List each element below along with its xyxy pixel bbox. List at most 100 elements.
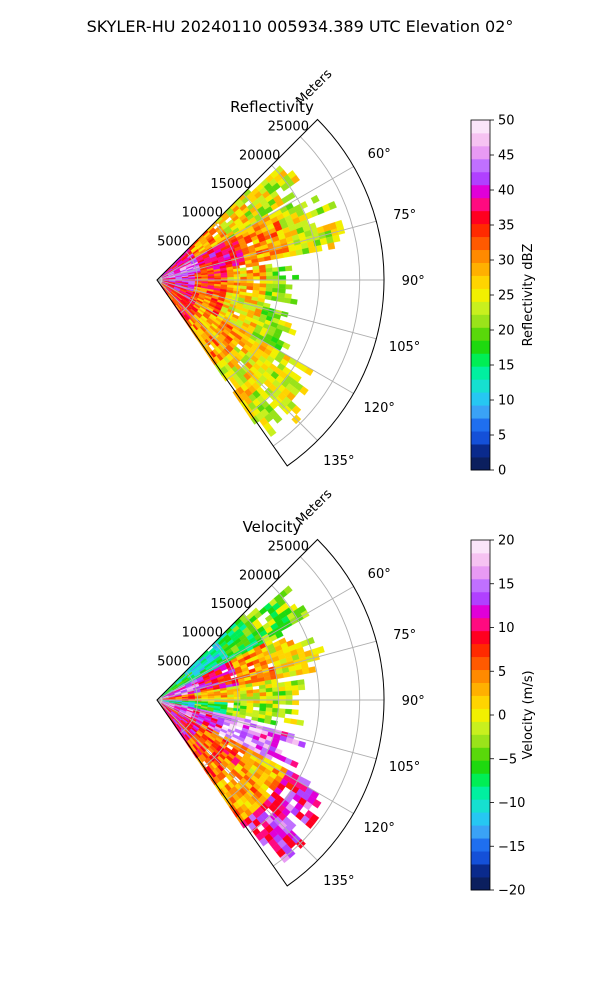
colorbar-swatch	[471, 643, 490, 658]
azimuth-tick-label: 60°	[368, 567, 391, 582]
range-tick-label: 20000	[239, 148, 280, 163]
azimuth-tick-label: 90°	[402, 694, 425, 709]
radar-gate	[263, 718, 272, 725]
radar-gate	[291, 689, 299, 696]
radar-gate	[252, 269, 260, 274]
azimuth-gridline	[156, 166, 354, 281]
colorbar-swatch	[471, 327, 490, 341]
radar-gate	[227, 694, 235, 698]
radar-gate	[233, 271, 241, 275]
figure-title: SKYLER-HU 20240110 005934.389 UTC Elevat…	[87, 17, 514, 36]
radar-gate	[246, 273, 254, 278]
colorbar-swatch	[471, 120, 490, 134]
colorbar-tick-label: −10	[498, 796, 525, 811]
radar-gate	[295, 249, 304, 256]
azimuth-tick-label: 135°	[323, 874, 354, 889]
colorbar-swatch	[471, 669, 490, 683]
radar-gate	[277, 296, 285, 303]
colorbar-swatch	[471, 145, 490, 160]
colorbar-swatch	[471, 721, 490, 735]
radar-gate	[259, 268, 267, 273]
radar-gate	[312, 798, 322, 809]
radar-gate	[290, 718, 298, 725]
colorbar-swatch	[471, 877, 490, 891]
radar-gate	[234, 728, 242, 734]
radar-gate	[259, 283, 267, 288]
range-gridline	[249, 585, 320, 834]
colorbar-tick-label: 45	[498, 149, 515, 164]
radar-gate	[259, 837, 269, 847]
radar-gate	[253, 703, 261, 708]
radar-gate	[278, 686, 286, 692]
radar-gate	[295, 669, 304, 676]
radar-gate	[246, 693, 254, 698]
colorbar-swatch	[471, 275, 490, 289]
colorbar-tick-label: 20	[498, 324, 515, 339]
colorbar-swatch	[471, 132, 490, 147]
colorbar-swatch	[471, 864, 490, 878]
radar-gate	[264, 295, 272, 301]
radar-gate	[286, 191, 296, 201]
radar-gate	[259, 699, 267, 704]
range-gridline	[249, 165, 320, 414]
colorbar-swatch	[471, 444, 490, 458]
radar-gate	[207, 695, 215, 699]
range-tick-label: 15000	[210, 597, 251, 612]
azimuth-gridline	[156, 699, 354, 814]
radar-gate	[227, 274, 235, 278]
range-tick-label: 10000	[182, 626, 223, 641]
colorbar-swatch	[471, 799, 490, 813]
colorbar-tick-label: 15	[498, 359, 515, 374]
radar-gate	[280, 853, 291, 864]
radar-gate	[278, 266, 286, 272]
range-tick-label: 5000	[157, 234, 190, 249]
radar-gate	[266, 271, 274, 277]
radar-gate	[246, 689, 254, 694]
range-gridline	[272, 136, 361, 447]
azimuth-tick-label: 105°	[389, 760, 420, 775]
radar-gate	[279, 699, 287, 705]
colorbar-tick-label: 50	[498, 114, 515, 129]
radar-gate	[278, 288, 286, 294]
radar-gate	[265, 267, 273, 273]
radar-gate	[253, 699, 261, 704]
radar-gate	[285, 685, 293, 692]
range-gridline	[179, 671, 198, 734]
radar-gate	[278, 708, 286, 714]
colorbar-tick-label: 25	[498, 289, 515, 304]
radar-gate	[278, 712, 286, 719]
radar-gate	[297, 684, 306, 691]
radar-gate	[283, 717, 292, 724]
radar-gate	[305, 819, 316, 829]
colorbar-tick-label: 5	[498, 665, 506, 680]
colorbar-tick-label: 0	[498, 709, 506, 724]
colorbar-swatch	[471, 747, 490, 761]
colorbar-swatch	[471, 418, 490, 432]
colorbar-swatch	[471, 301, 490, 315]
radar-gate	[283, 585, 293, 595]
colorbar: 0 5 10 15 20 25 30 35 40 45 50 Reflectivity dBZ	[470, 114, 536, 479]
radar-gate	[278, 690, 286, 696]
radar-gate	[291, 709, 299, 715]
colorbar-tick-label: 10	[498, 394, 515, 409]
azimuth-tick-label: 105°	[389, 340, 420, 355]
radar-gate	[259, 703, 267, 708]
colorbar-swatch	[471, 591, 490, 606]
radar-gate	[290, 680, 299, 686]
radar-gate	[308, 666, 317, 674]
radar-gate	[285, 695, 293, 701]
radar-gate	[240, 696, 248, 701]
colorbar-swatch	[471, 392, 490, 406]
colorbar-swatch	[471, 604, 490, 619]
radar-gate	[285, 265, 293, 272]
colorbar-swatch	[471, 656, 490, 671]
reflectivity-panel: Reflectivity 5000 10000 15000 20000 25000 60°…	[156, 67, 536, 479]
colorbar-swatch	[471, 617, 490, 632]
colorbar-swatch	[471, 249, 490, 263]
radar-gate	[327, 242, 336, 250]
radar-gate	[266, 283, 274, 289]
colorbar-tick-label: 35	[498, 219, 515, 234]
colorbar-swatch	[471, 812, 490, 826]
radar-gate	[288, 328, 297, 336]
